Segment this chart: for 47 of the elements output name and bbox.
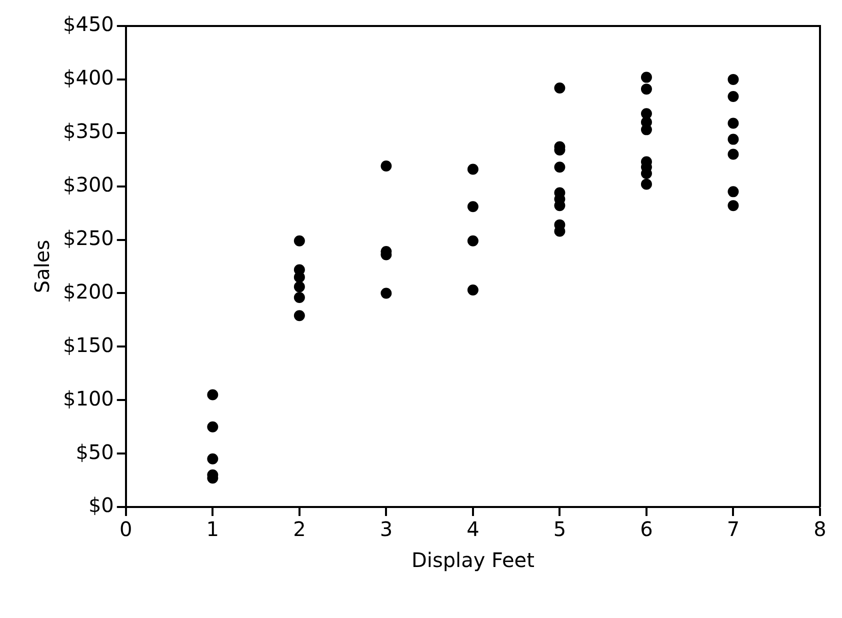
y-tick-label: $100	[62, 386, 114, 410]
x-tick-label: 1	[206, 517, 220, 542]
point	[554, 162, 566, 173]
point	[728, 91, 739, 102]
y-tick-label: $200	[62, 279, 114, 304]
point	[294, 281, 305, 292]
y-tick-label: $350	[62, 119, 114, 144]
y-tick-label: $0	[88, 493, 114, 518]
point	[554, 82, 566, 94]
y-tick-label: $450	[62, 12, 114, 36]
x-tick-label: 0	[120, 517, 132, 542]
point	[294, 272, 305, 283]
point	[728, 74, 739, 85]
x-tick-label: 2	[293, 517, 306, 542]
x-axis-title: Display Feet	[411, 548, 535, 572]
x-tick-label: 4	[466, 517, 480, 542]
y-tick-label: $250	[62, 226, 114, 250]
point	[467, 164, 478, 175]
point	[640, 178, 652, 190]
x-tick-label: 6	[640, 517, 653, 542]
point	[467, 201, 478, 212]
point	[467, 284, 478, 296]
point	[207, 389, 218, 400]
point	[207, 421, 218, 432]
point	[728, 200, 739, 212]
x-tick-label: 3	[380, 517, 393, 542]
point	[640, 72, 652, 83]
y-tick-label: $400	[62, 66, 114, 90]
y-tick-label: $50	[76, 440, 114, 464]
x-tick-label: 7	[726, 517, 740, 542]
point	[294, 235, 305, 246]
point	[380, 288, 392, 299]
point	[380, 160, 392, 172]
x-tick-label: 8	[814, 517, 826, 542]
y-tick-label: $300	[62, 172, 114, 197]
point	[728, 118, 739, 129]
point	[207, 453, 218, 464]
point	[640, 84, 652, 95]
point	[728, 186, 739, 198]
x-tick-label: 5	[553, 517, 566, 542]
point	[467, 235, 478, 246]
point	[294, 292, 305, 303]
y-tick-label: $150	[62, 332, 114, 357]
point	[294, 310, 305, 322]
point	[728, 134, 739, 145]
point	[728, 148, 739, 160]
y-axis-title: Sales	[30, 240, 54, 294]
